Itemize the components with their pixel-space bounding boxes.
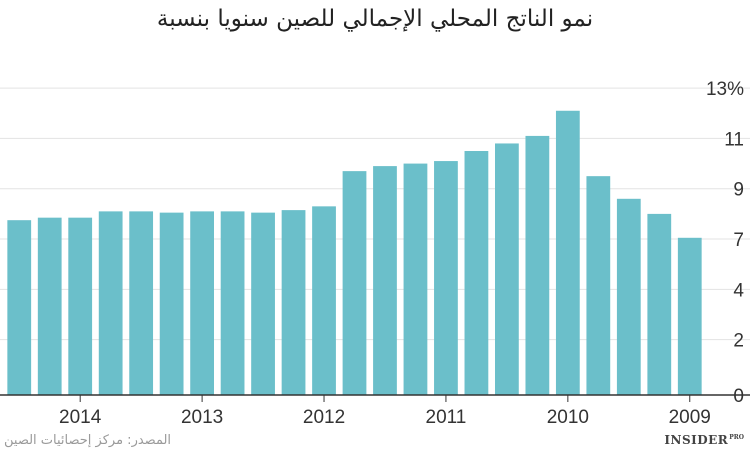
- x-tick-label: 2010: [547, 407, 589, 428]
- y-tick-label: 4: [733, 280, 744, 301]
- brand-logo: INSIDERPRO: [664, 433, 744, 447]
- bar: [98, 211, 123, 395]
- y-tick-label: 0: [733, 386, 744, 407]
- bar: [586, 176, 611, 395]
- bar: [312, 206, 336, 395]
- y-tick-label: 7: [733, 230, 744, 251]
- y-tick-label: 13%: [706, 79, 744, 100]
- y-tick-label: 9: [733, 180, 744, 201]
- bar: [281, 210, 306, 395]
- x-tick-label: 2014: [59, 407, 102, 428]
- bar: [495, 143, 519, 395]
- y-tick-label: 2: [733, 331, 744, 352]
- x-tick-label: 2013: [181, 407, 223, 428]
- bar: [677, 237, 702, 395]
- bar: [68, 217, 93, 395]
- y-tick-label: 11: [724, 129, 744, 150]
- bar: [464, 151, 489, 395]
- bar: [373, 166, 397, 395]
- bar: [403, 163, 428, 395]
- bar: [37, 217, 62, 395]
- bar: [525, 135, 550, 395]
- bar: [129, 211, 154, 395]
- bar: [342, 171, 367, 395]
- x-tick-label: 2012: [303, 407, 345, 428]
- bar: [159, 212, 184, 395]
- bar: [555, 110, 580, 395]
- bar: [434, 161, 458, 395]
- source-note: المصدر: مركز إحصائيات الصين: [4, 433, 172, 448]
- x-tick-label: 2011: [426, 407, 467, 428]
- chart-title: نمو الناتج المحلي الإجمالي للصين سنويا ب…: [156, 6, 594, 32]
- bar: [647, 213, 672, 395]
- bar: [616, 198, 641, 395]
- bar: [251, 212, 275, 395]
- bar: [220, 211, 245, 395]
- bar: [7, 220, 32, 395]
- bar: [190, 211, 214, 395]
- x-tick-label: 2009: [669, 407, 711, 428]
